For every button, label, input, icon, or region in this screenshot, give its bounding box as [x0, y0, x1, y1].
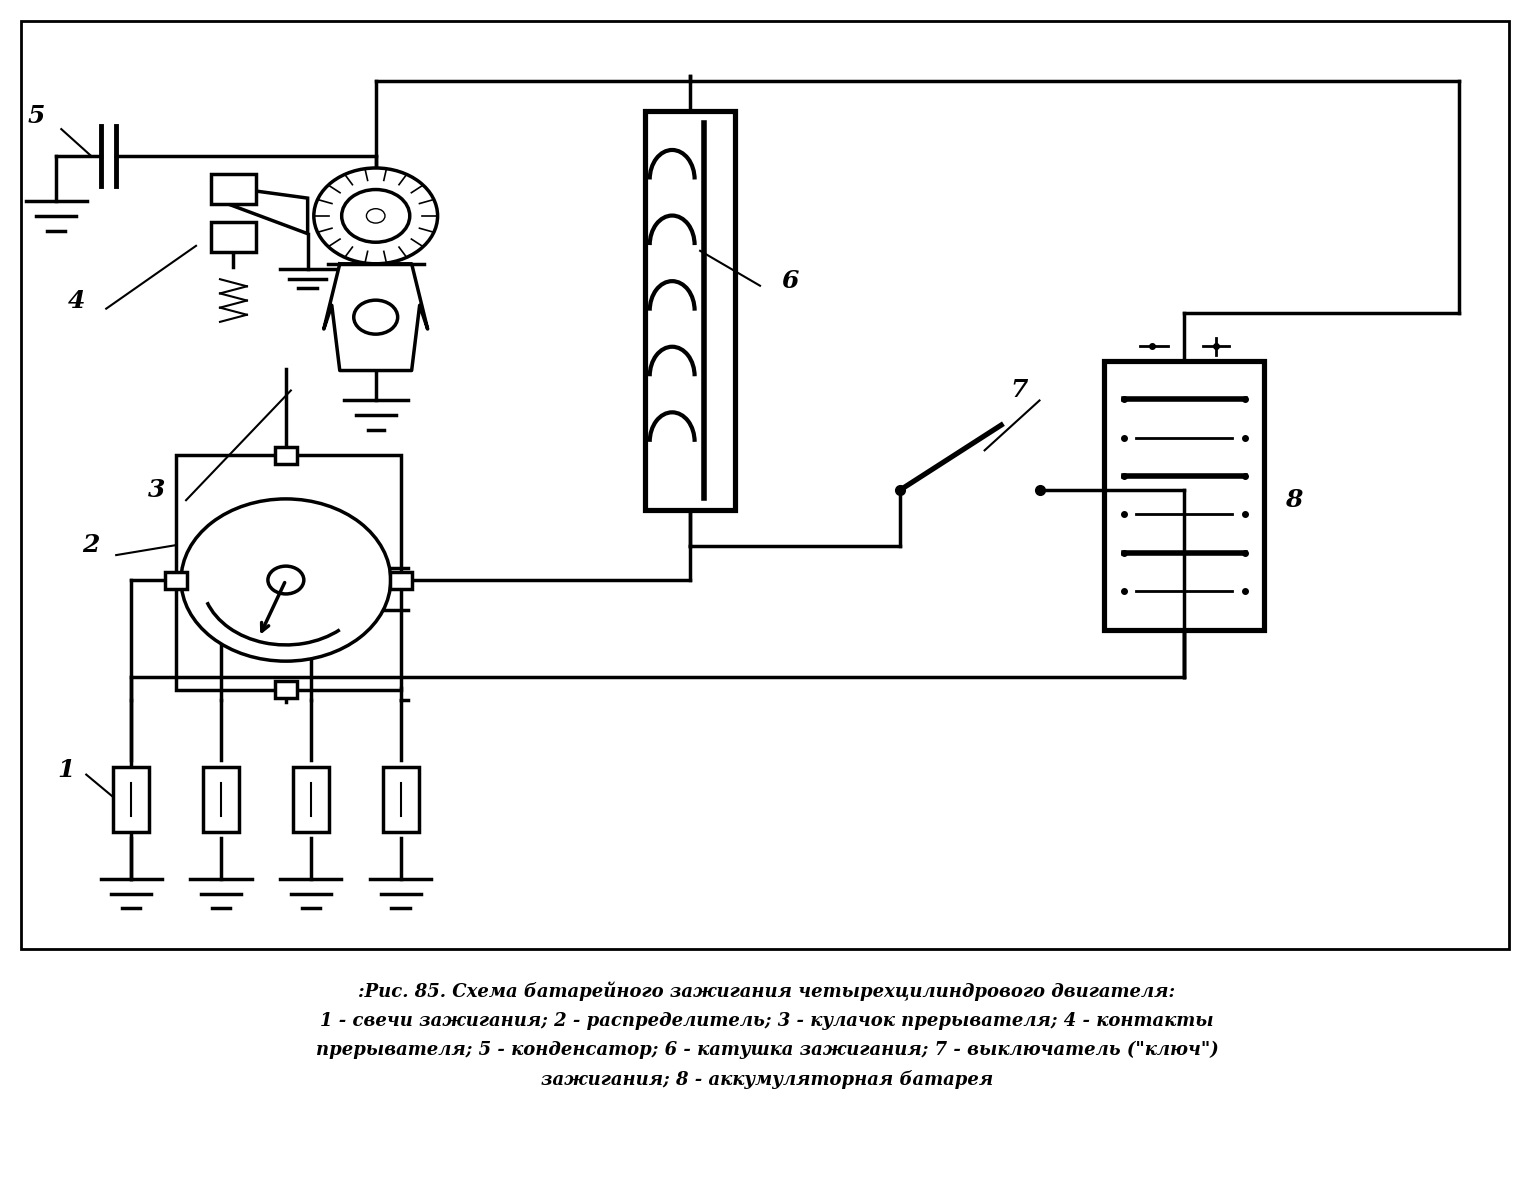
Text: 2: 2 — [83, 533, 100, 557]
Circle shape — [181, 499, 391, 662]
Text: зажигания; 8 - аккумуляторная батарея: зажигания; 8 - аккумуляторная батарея — [542, 1070, 992, 1089]
Bar — [275, 681, 298, 699]
Text: 1: 1 — [58, 758, 75, 782]
Polygon shape — [328, 264, 423, 371]
Polygon shape — [222, 187, 308, 234]
Text: 7: 7 — [1011, 379, 1028, 403]
Bar — [21, 21, 1508, 949]
Text: 6: 6 — [781, 268, 799, 292]
Text: :Рис. 85. Схема батарейного зажигания четырехцилиндрового двигателя:: :Рис. 85. Схема батарейного зажигания че… — [359, 981, 1175, 1000]
Text: 1 - свечи зажигания; 2 - распределитель; 3 - кулачок прерывателя; 4 - контакты: 1 - свечи зажигания; 2 - распределитель;… — [321, 1012, 1213, 1030]
Bar — [176, 455, 400, 690]
Bar — [1104, 360, 1264, 630]
Text: 5: 5 — [28, 105, 44, 128]
Text: 3: 3 — [147, 479, 164, 503]
Text: прерывателя; 5 - конденсатор; 6 - катушка зажигания; 7 - выключатель ("ключ"): прерывателя; 5 - конденсатор; 6 - катушк… — [316, 1041, 1218, 1060]
Text: 8: 8 — [1285, 488, 1302, 512]
Bar — [166, 571, 187, 588]
Bar — [390, 571, 411, 588]
Text: 4: 4 — [67, 289, 84, 312]
Bar — [275, 447, 298, 463]
Bar — [293, 766, 328, 833]
Circle shape — [314, 168, 437, 264]
Bar — [646, 112, 735, 510]
Bar — [114, 766, 149, 833]
Bar — [212, 222, 256, 252]
Bar — [202, 766, 239, 833]
Circle shape — [268, 567, 304, 594]
Circle shape — [354, 301, 397, 334]
Circle shape — [367, 209, 385, 223]
Bar — [382, 766, 419, 833]
Bar — [212, 173, 256, 204]
Circle shape — [342, 190, 410, 242]
